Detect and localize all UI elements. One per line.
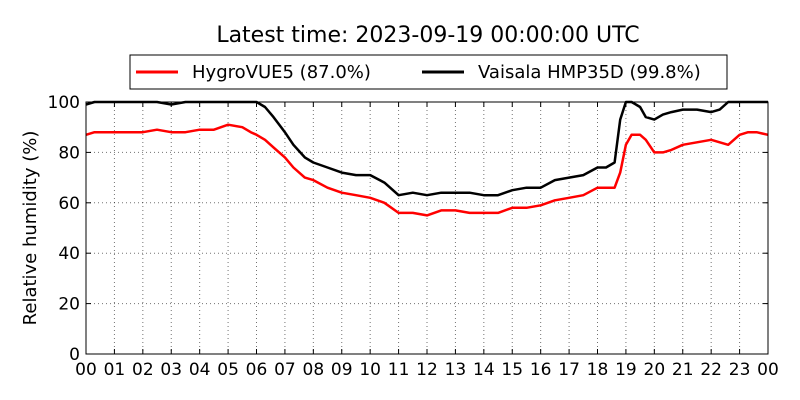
y-tick-labels: 0 20 40 60 80 100 [48,93,80,365]
plot-frame [85,101,769,355]
y-tick-label: 80 [58,143,80,163]
x-tick-label: 09 [331,360,353,380]
x-tick-label: 21 [672,360,694,380]
y-tick-label: 0 [69,345,80,365]
x-tick-label: 14 [473,360,495,380]
x-tick-label: 19 [615,360,637,380]
x-tick-label: 18 [587,360,609,380]
x-tick-label: 08 [303,360,325,380]
series-line-vaisala [85,100,768,197]
x-tick-label: 12 [416,360,438,380]
y-tick-label: 20 [58,295,80,315]
x-tick-label: 01 [104,360,126,380]
x-tick-label: 13 [445,360,467,380]
legend-label-hygrovue: HygroVUE5 (87.0%) [192,62,371,83]
legend-label-vaisala: Vaisala HMP35D (99.8%) [478,62,701,83]
x-tick-label: 20 [644,360,666,380]
grid [85,101,769,355]
x-tick-label: 00 [75,360,97,380]
y-tick-label: 100 [48,93,80,113]
x-tick-label: 22 [700,360,722,380]
x-tick-labels: 00 01 02 03 04 05 06 07 08 09 10 11 12 13 14 15 16 17 18 19… [75,360,779,380]
x-tick-label: 02 [132,360,154,380]
x-tick-label: 03 [160,360,182,380]
y-tick-label: 40 [58,244,80,264]
chart-title: Latest time: 2023-09-19 00:00:00 UTC [216,23,639,48]
x-tick-label: 04 [189,360,211,380]
series-line-hygrovue [85,123,769,217]
x-tick-label: 10 [359,360,381,380]
x-tick-label: 17 [558,360,580,380]
x-tick-label: 11 [388,360,410,380]
x-tick-label: 00 [757,360,779,380]
x-tick-label: 06 [246,360,268,380]
y-tick-label: 60 [58,194,80,214]
x-tick-label: 07 [274,360,296,380]
legend: HygroVUE5 (87.0%) Vaisala HMP35D (99.8%) [129,54,728,90]
x-tick-label: 23 [729,360,751,380]
y-axis-label: Relative humidity (%) [20,131,41,326]
x-tick-label: 15 [501,360,523,380]
x-tick-label: 16 [530,360,552,380]
x-tick-label: 05 [217,360,239,380]
